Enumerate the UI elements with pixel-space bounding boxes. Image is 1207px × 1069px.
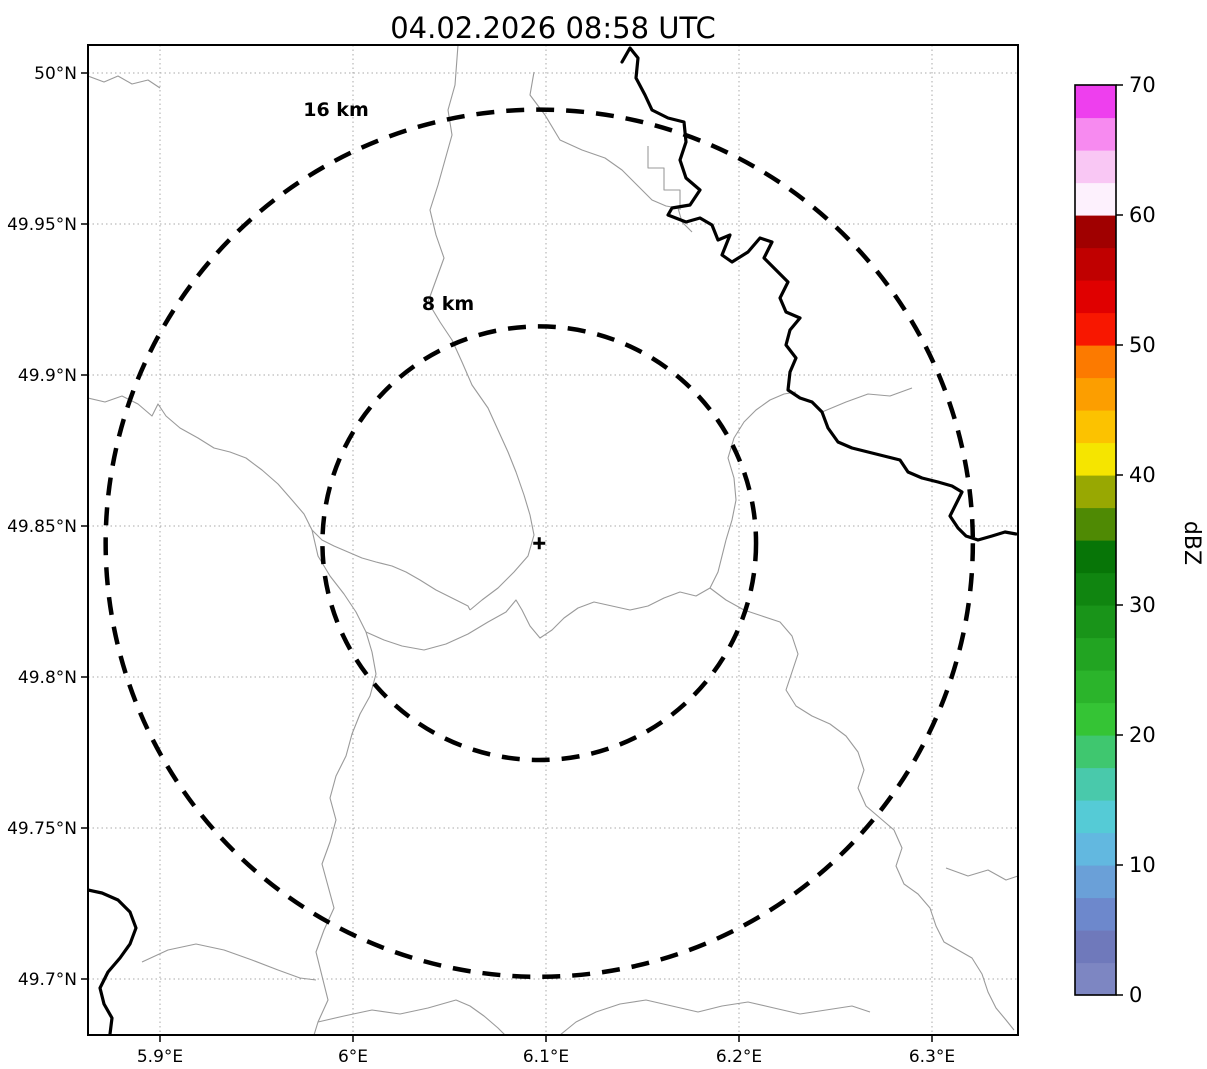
colorbar-tick-label: 10 (1129, 853, 1156, 877)
colorbar-segment (1075, 182, 1116, 216)
colorbar-segment (1075, 637, 1116, 671)
border-line (544, 114, 693, 233)
colorbar-segment (1075, 312, 1116, 346)
radar-site-layer (533, 537, 546, 550)
colorbar-segment (1075, 865, 1116, 899)
colorbar-segment (1075, 930, 1116, 964)
colorbar-segment (1075, 507, 1116, 541)
border-line (559, 999, 871, 1035)
x-tick-label: 6.1°E (523, 1047, 569, 1067)
colorbar-tick-label: 50 (1129, 333, 1156, 357)
river-line (620, 46, 1018, 542)
map-borders-layer (88, 45, 1018, 1035)
x-tick-label: 6.2°E (716, 1047, 762, 1067)
colorbar-tick-label: 70 (1129, 73, 1156, 97)
border-line (647, 146, 681, 210)
colorbar-segment (1075, 442, 1116, 476)
axes-layer: 5.9°E 6°E 6.1°E 6.2°E 6.3°E 50°N 49.95°N 49.9°N… (7, 64, 955, 1067)
border-line (141, 943, 317, 981)
colorbar-segment (1075, 670, 1116, 704)
y-tick-label: 49.8°N (18, 668, 77, 688)
x-tick-label: 5.9°E (137, 1047, 183, 1067)
colorbar-segment (1075, 702, 1116, 736)
colorbar-tick-label: 20 (1129, 723, 1156, 747)
y-tick-label: 49.75°N (7, 819, 77, 839)
map-rivers-layer (88, 46, 1018, 1035)
range-rings-layer: 16 km 8 km (103, 99, 976, 980)
border-line (88, 395, 471, 611)
colorbar-segment (1075, 832, 1116, 866)
colorbar-segment (1075, 735, 1116, 769)
range-ring (320, 324, 759, 763)
border-line (821, 387, 913, 413)
y-tick-label: 49.85°N (7, 517, 77, 537)
x-tick-label: 6°E (338, 1047, 368, 1067)
colorbar-segment (1075, 540, 1116, 574)
colorbar-segment (1075, 280, 1116, 314)
colorbar-segment (1075, 377, 1116, 411)
colorbar-layer: 0 10 20 30 40 50 60 70 (1075, 73, 1156, 1007)
colorbar-segment (1075, 605, 1116, 639)
colorbar-segment (1075, 572, 1116, 606)
colorbar-segment (1075, 800, 1116, 834)
chart-title: 04.02.2026 08:58 UTC (390, 11, 716, 45)
range-ring (103, 107, 976, 980)
colorbar-segment (1075, 117, 1116, 151)
y-tick-label: 49.95°N (7, 215, 77, 235)
colorbar-segment (1075, 410, 1116, 444)
plot-frame (87, 44, 1019, 1036)
border-line (317, 999, 506, 1035)
range-ring-label: 8 km (422, 293, 474, 315)
border-line (311, 529, 377, 1035)
y-tick-label: 49.9°N (18, 366, 77, 386)
colorbar-tick-label: 60 (1129, 203, 1156, 227)
grid-layer (88, 45, 1018, 1035)
colorbar-segment (1075, 897, 1116, 931)
colorbar-segment (1075, 85, 1116, 119)
border-line (709, 587, 1015, 1031)
colorbar-tick-label: 0 (1129, 983, 1142, 1007)
border-line (88, 75, 161, 89)
colorbar-axis-label: dBZ (1179, 521, 1204, 565)
colorbar-segment (1075, 150, 1116, 184)
colorbar-segment (1075, 962, 1116, 996)
border-line (365, 539, 727, 651)
radar-site-marker (533, 537, 546, 550)
colorbar-tick-label: 30 (1129, 593, 1156, 617)
colorbar-segment (1075, 247, 1116, 281)
y-tick-label: 49.7°N (18, 970, 77, 990)
border-line (427, 45, 535, 611)
colorbar-tick-label: 40 (1129, 463, 1156, 487)
colorbar-segment (1075, 475, 1116, 509)
range-ring-label: 16 km (303, 99, 369, 121)
colorbar-segment (1075, 767, 1116, 801)
border-line (945, 867, 1018, 881)
border-line (725, 391, 797, 541)
colorbar-segment (1075, 345, 1116, 379)
colorbar-frame (1074, 84, 1117, 996)
x-tick-label: 6.3°E (909, 1047, 955, 1067)
y-tick-label: 50°N (34, 64, 77, 84)
colorbar-segment (1075, 215, 1116, 249)
river-line (88, 888, 138, 1035)
